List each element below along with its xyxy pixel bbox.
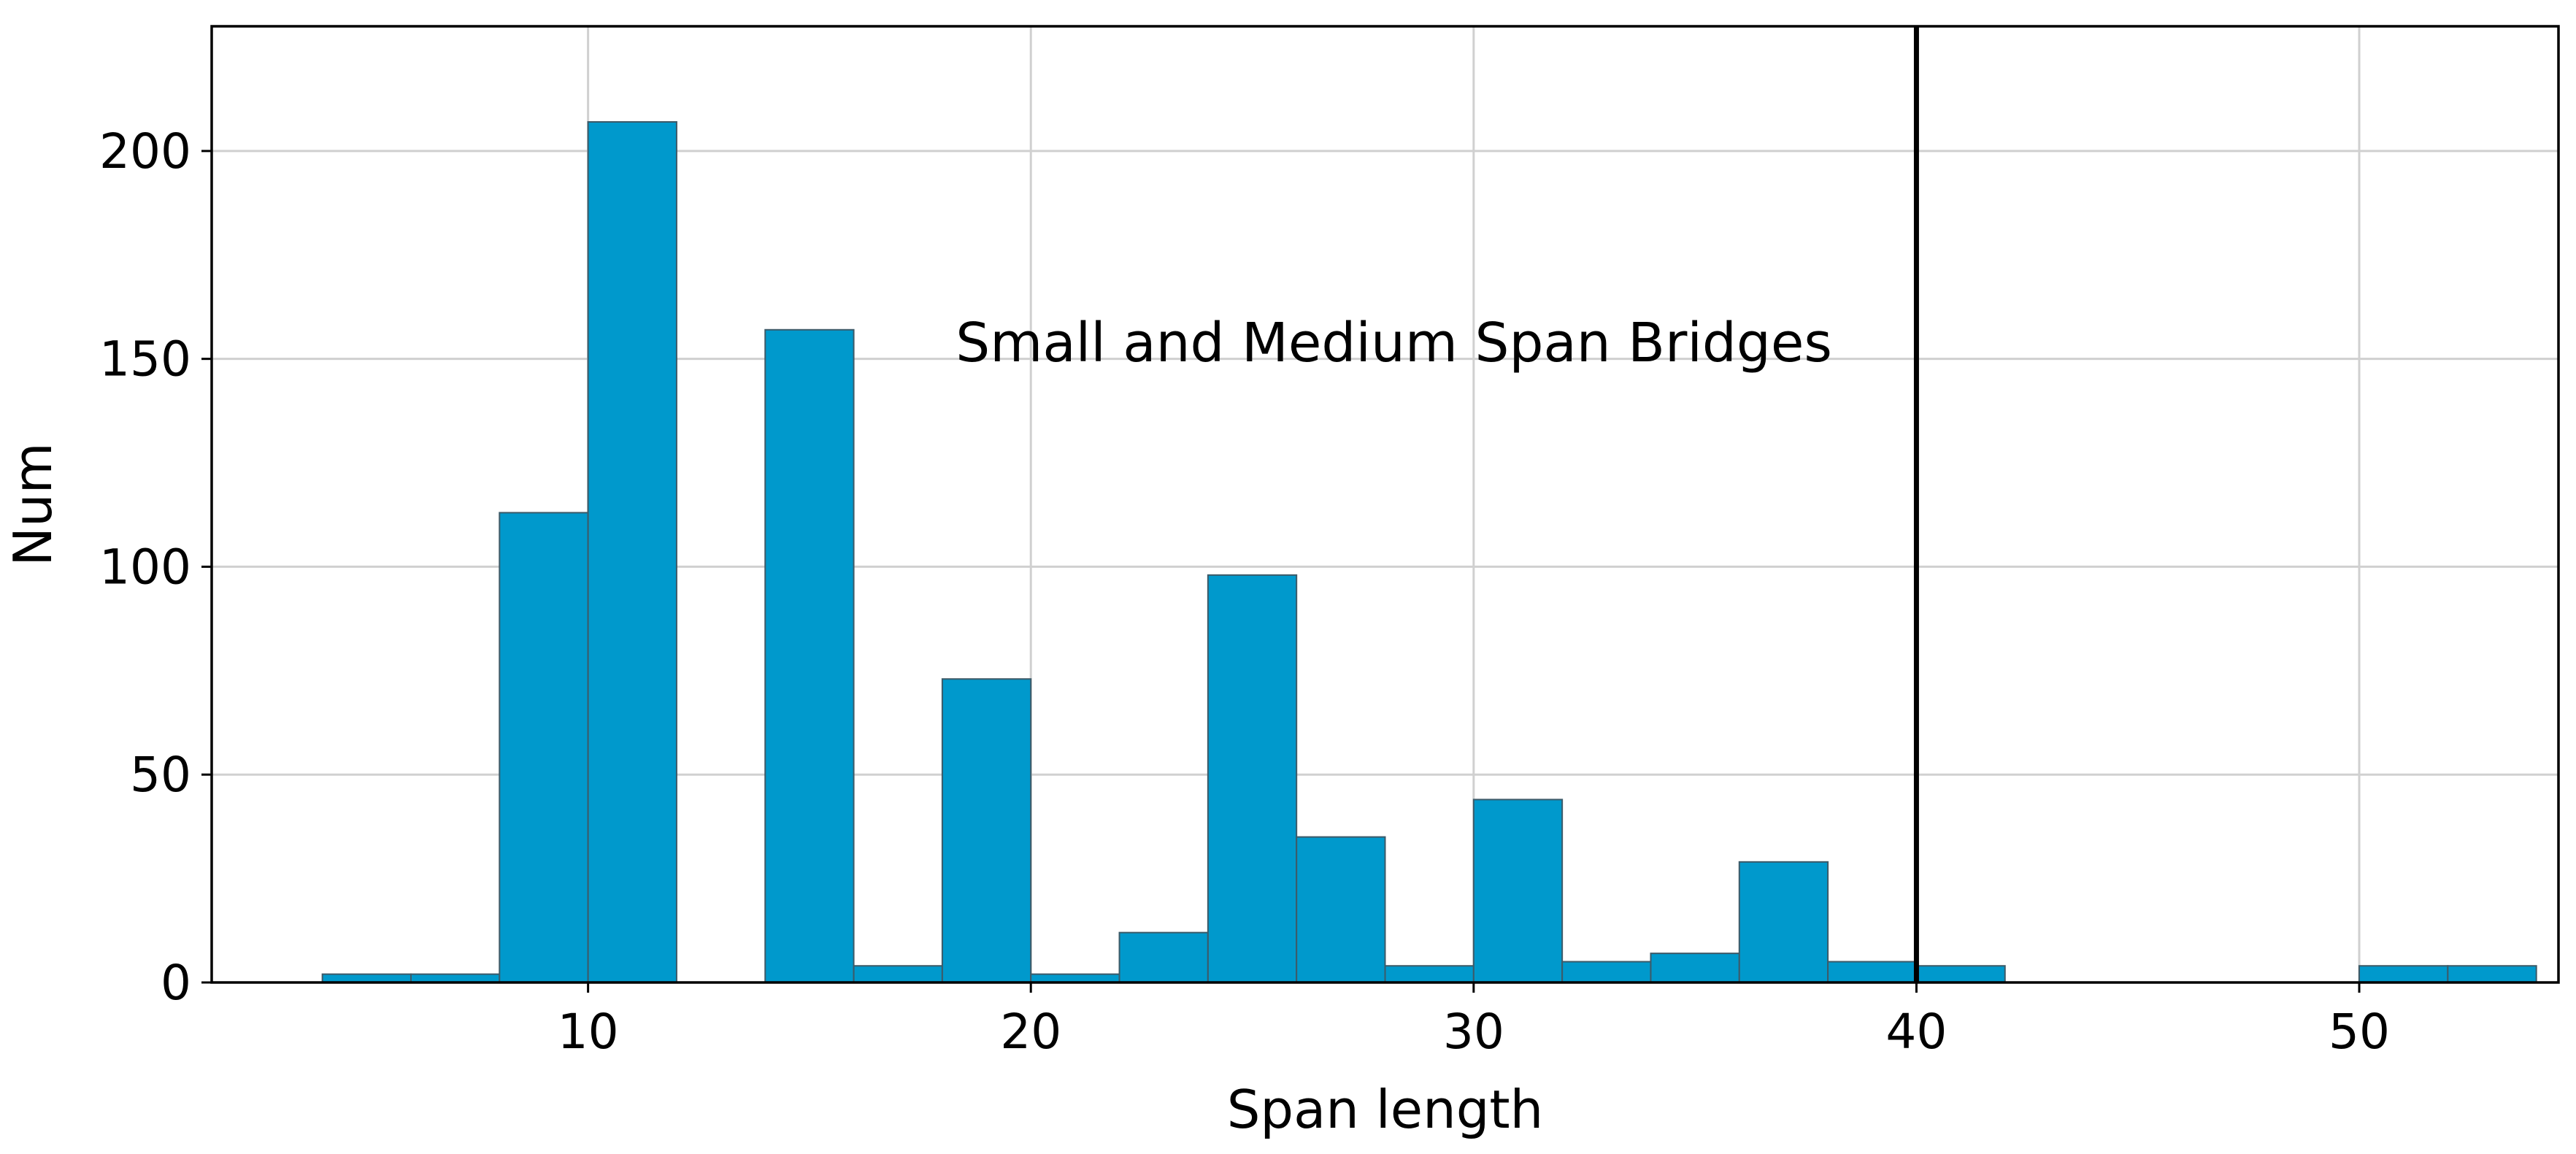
histogram-bar-18 — [1915, 965, 2006, 984]
y-tick-label-50: 50 — [130, 747, 191, 803]
x-tick-label-40: 40 — [1885, 1004, 1947, 1060]
y-tick-label-200: 200 — [99, 123, 191, 180]
axis-ticks: 10 20 30 40 50 0 50 100 150 200 — [99, 123, 2390, 1060]
histogram-bar-15 — [1650, 953, 1740, 984]
x-tick-label-50: 50 — [2329, 1004, 2390, 1060]
histogram-bar-6 — [853, 965, 943, 984]
histogram-bars — [321, 121, 2537, 984]
y-tick-label-0: 0 — [161, 955, 191, 1011]
histogram-bar-24 — [2447, 965, 2537, 984]
histogram-bar-2 — [499, 512, 589, 983]
x-tick-label-30: 30 — [1443, 1004, 1504, 1060]
plot-area-frame — [210, 25, 2560, 984]
histogram-bar-11 — [1296, 836, 1386, 984]
y-tick-label-100: 100 — [99, 539, 191, 595]
histogram-bar-5 — [764, 328, 855, 984]
histogram-bar-9 — [1118, 931, 1209, 984]
histogram-bar-16 — [1738, 861, 1829, 983]
histogram-bar-7 — [941, 678, 1032, 984]
histogram-bar-17 — [1827, 961, 1918, 983]
histogram-bar-23 — [2358, 965, 2449, 984]
y-axis-label: Num — [2, 442, 64, 566]
histogram-bar-13 — [1472, 799, 1564, 984]
histogram-bar-14 — [1561, 961, 1652, 983]
x-axis-label: Span length — [1227, 1079, 1544, 1140]
annotation-label: Small and Medium Span Bridges — [956, 312, 1832, 374]
histogram-bar-10 — [1207, 574, 1298, 983]
histogram-bar-12 — [1384, 965, 1475, 984]
y-tick-label-150: 150 — [99, 331, 191, 388]
x-tick-label-20: 20 — [1000, 1004, 1061, 1060]
x-tick-label-10: 10 — [558, 1004, 619, 1060]
histogram-bar-3 — [587, 121, 677, 983]
